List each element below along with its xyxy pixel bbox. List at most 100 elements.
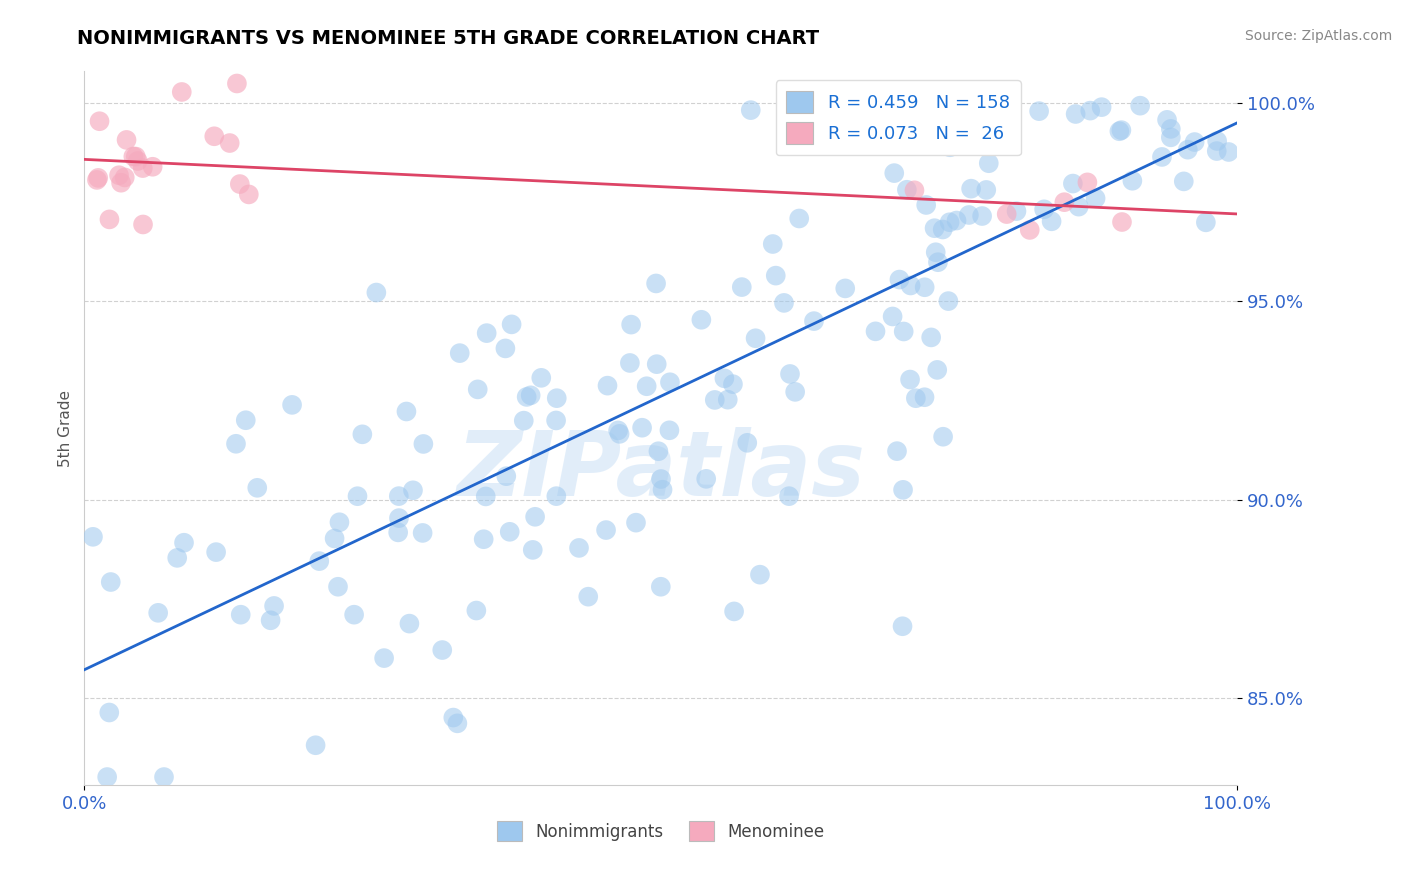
Point [304, 738, 326, 752]
Point [1091, 100, 1114, 114]
Point [1067, 200, 1090, 214]
Point [932, 222, 955, 236]
Point [972, 209, 994, 223]
Point [1076, 175, 1098, 189]
Legend: Nonimmigrants, Menominee: Nonimmigrants, Menominee [491, 814, 831, 848]
Point [1018, 223, 1040, 237]
Point [889, 272, 911, 286]
Point [647, 444, 669, 458]
Point [218, 136, 240, 150]
Point [308, 554, 330, 568]
Point [402, 483, 425, 498]
Point [494, 342, 516, 356]
Point [914, 280, 936, 294]
Point [202, 129, 225, 144]
Point [778, 489, 800, 503]
Point [658, 423, 681, 437]
Point [891, 483, 914, 497]
Point [703, 392, 725, 407]
Point [658, 376, 681, 390]
Point [939, 121, 962, 136]
Point [900, 278, 922, 293]
Point [432, 643, 454, 657]
Point [1184, 135, 1206, 149]
Point [576, 590, 599, 604]
Point [765, 268, 787, 283]
Point [125, 150, 148, 164]
Point [914, 390, 936, 404]
Point [977, 156, 1000, 170]
Point [373, 651, 395, 665]
Point [950, 128, 973, 143]
Point [465, 603, 488, 617]
Y-axis label: 5th Grade: 5th Grade [58, 390, 73, 467]
Point [609, 426, 631, 441]
Point [522, 542, 544, 557]
Point [114, 170, 136, 185]
Point [1121, 174, 1143, 188]
Point [645, 357, 668, 371]
Point [226, 77, 249, 91]
Point [595, 523, 617, 537]
Point [749, 567, 772, 582]
Point [98, 212, 121, 227]
Point [1040, 214, 1063, 228]
Point [225, 437, 247, 451]
Point [524, 509, 547, 524]
Point [949, 120, 972, 134]
Point [803, 314, 825, 328]
Point [995, 207, 1018, 221]
Point [235, 413, 257, 427]
Point [896, 183, 918, 197]
Point [915, 198, 938, 212]
Point [474, 490, 496, 504]
Point [467, 383, 489, 397]
Point [695, 472, 717, 486]
Point [127, 153, 149, 168]
Point [475, 326, 498, 340]
Point [938, 215, 960, 229]
Text: NONIMMIGRANTS VS MENOMINEE 5TH GRADE CORRELATION CHART: NONIMMIGRANTS VS MENOMINEE 5TH GRADE COR… [77, 29, 820, 47]
Point [82, 530, 104, 544]
Point [1195, 215, 1218, 229]
Point [882, 310, 904, 324]
Point [100, 574, 122, 589]
Point [690, 312, 713, 326]
Point [960, 182, 983, 196]
Point [619, 356, 641, 370]
Point [1111, 215, 1133, 229]
Point [229, 177, 252, 191]
Point [785, 384, 807, 399]
Point [1053, 195, 1076, 210]
Point [86, 173, 108, 187]
Point [326, 580, 349, 594]
Point [1084, 191, 1107, 205]
Point [1111, 123, 1133, 137]
Point [89, 114, 111, 128]
Point [263, 599, 285, 613]
Point [519, 388, 541, 402]
Point [153, 770, 176, 784]
Point [115, 133, 138, 147]
Point [387, 525, 409, 540]
Point [1160, 130, 1182, 145]
Point [1005, 204, 1028, 219]
Point [122, 149, 145, 163]
Point [904, 391, 927, 405]
Point [98, 706, 121, 720]
Point [939, 140, 962, 154]
Point [740, 103, 762, 117]
Point [1177, 143, 1199, 157]
Point [501, 318, 523, 332]
Point [1108, 124, 1130, 138]
Point [1173, 174, 1195, 188]
Point [713, 371, 735, 385]
Point [762, 237, 785, 252]
Point [731, 280, 754, 294]
Text: ZIPatlas: ZIPatlas [457, 427, 865, 515]
Point [1156, 112, 1178, 127]
Point [945, 213, 967, 227]
Point [96, 770, 118, 784]
Point [735, 435, 758, 450]
Point [1033, 202, 1056, 217]
